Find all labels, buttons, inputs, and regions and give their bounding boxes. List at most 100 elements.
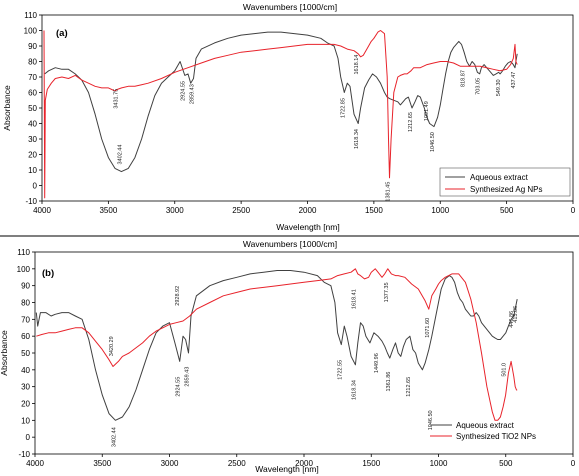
panel-a-xlabel: Wavelength [nm]	[276, 222, 339, 232]
peak-annotation: 1449.96	[374, 353, 380, 373]
y-tick-label: 10	[28, 166, 37, 175]
series-line-aqueous-extract	[44, 31, 518, 173]
panel-b-legend-nps: Synthesized TiO2 NPs	[456, 432, 536, 441]
panel-b-series	[35, 268, 518, 421]
y-tick-label: 40	[28, 120, 37, 129]
x-tick-label: 2000	[295, 459, 313, 468]
peak-annotation: 3431.75	[113, 89, 119, 109]
y-tick-label: 0	[33, 182, 38, 191]
x-tick-label: 0	[571, 206, 576, 215]
series-line-synthesized-nps	[36, 268, 518, 421]
panel-a-series	[43, 30, 518, 199]
peak-annotation: 437.47	[511, 72, 517, 89]
peak-annotation: 1722.85	[340, 98, 346, 118]
panel-a-top-title: Wavenumbers [1000/cm]	[243, 2, 337, 12]
panel-b-legend-extract: Aqueous extract	[456, 421, 515, 430]
peak-annotation: 3402.44	[111, 427, 117, 447]
x-tick-label: 4000	[26, 459, 44, 468]
peak-annotation: 2924.55	[176, 377, 182, 397]
peak-annotation: 1091.49	[424, 101, 430, 121]
panel-b-ylabel: Absorbance	[0, 330, 9, 376]
y-tick-label: 80	[28, 58, 37, 67]
peak-annotation: 1618.34	[354, 129, 360, 149]
x-tick-label: 2500	[232, 206, 250, 215]
y-tick-label: 100	[17, 265, 31, 274]
peak-annotation: 1618.14	[354, 55, 360, 75]
peak-annotation: 1212.65	[408, 112, 414, 132]
peak-annotation: 2859.43	[184, 367, 190, 387]
peak-annotation: 3420.29	[109, 336, 115, 356]
panel-a-legend-extract: Aqueous extract	[470, 173, 529, 182]
y-tick-label: 0	[26, 433, 31, 442]
peak-annotation: 501.0	[502, 363, 508, 377]
x-tick-label: 1000	[430, 459, 448, 468]
y-tick-label: 20	[28, 151, 37, 160]
peak-annotation: 1046.50	[428, 410, 434, 430]
x-tick-label: 2000	[299, 206, 317, 215]
panel-b-top-title: Wavenumbers [1000/cm]	[243, 239, 337, 249]
peak-annotation: 1071.60	[425, 318, 431, 338]
panel-a-legend-nps: Synthesized Ag NPs	[470, 185, 542, 194]
y-tick-label: 60	[28, 89, 37, 98]
x-tick-label: 500	[500, 206, 514, 215]
y-tick-label: -10	[18, 450, 30, 459]
peak-annotation: 1618.41	[351, 289, 357, 309]
y-tick-label: 40	[21, 366, 30, 375]
y-tick-label: 70	[21, 315, 30, 324]
peak-annotation: 1361.86	[386, 372, 392, 392]
panel-a: Wavenumbers [1000/cm] 4000 3500 3000 2500 20…	[2, 2, 576, 232]
x-tick-label: 0	[571, 459, 576, 468]
panel-a-annotations: 3402.44 3431.75 2924.55 2859.43 1722.85 1618.…	[113, 55, 517, 202]
panel-a-label: (a)	[56, 28, 68, 39]
x-tick-label: 4000	[33, 206, 51, 215]
x-tick-label: 1000	[431, 206, 449, 215]
x-tick-label: 1500	[365, 206, 383, 215]
peak-annotation: 1381.45	[386, 182, 392, 202]
panel-b-legend: Aqueous extract Synthesized TiO2 NPs	[430, 421, 536, 441]
x-tick-label: 3000	[166, 206, 184, 215]
panel-b-ticks: 4000 3500 3000 2500 2000 1500 1000 500 0 -10 0 10 20…	[17, 248, 576, 468]
x-tick-label: 2500	[228, 459, 246, 468]
x-tick-label: 1500	[362, 459, 380, 468]
y-tick-label: 110	[24, 11, 37, 20]
y-tick-label: 110	[17, 248, 30, 257]
peak-annotation: 2924.55	[181, 81, 187, 101]
panel-a-ylabel: Absorbance	[2, 85, 12, 131]
y-tick-label: 90	[28, 42, 37, 51]
peak-annotation: 1618.34	[351, 380, 357, 400]
peak-annotation: 2928.92	[175, 286, 181, 306]
y-tick-label: 50	[21, 349, 30, 358]
y-tick-label: 70	[28, 73, 37, 82]
series-line-aqueous-extract	[35, 270, 518, 421]
x-tick-label: 3500	[93, 459, 111, 468]
peak-annotation: 549.30	[496, 79, 502, 96]
peak-annotation: 1212.65	[406, 377, 412, 397]
peak-annotation: 703.05	[476, 78, 482, 95]
y-tick-label: 30	[21, 383, 30, 392]
panel-b-xlabel: Wavelength [nm]	[255, 464, 318, 474]
x-tick-label: 3500	[99, 206, 117, 215]
peak-annotation: 2859.43	[189, 84, 195, 104]
series-line-synthesized-nps	[43, 30, 518, 199]
y-tick-label: 90	[21, 282, 30, 291]
peak-annotation: 446.86	[509, 311, 515, 328]
peak-annotation: 1722.55	[337, 360, 343, 380]
y-tick-label: 10	[21, 416, 30, 425]
panel-b: Wavenumbers [1000/cm] 4000 3500 3000 2500 20…	[0, 239, 576, 474]
y-tick-label: 30	[28, 135, 37, 144]
panel-b-label: (b)	[42, 268, 54, 279]
peak-annotation: 415.06	[513, 306, 519, 323]
y-tick-label: 20	[21, 400, 30, 409]
panel-a-ticks: 4000 3500 3000 2500 2000 1500 1000 500 0 -10 0 10 20…	[24, 11, 576, 215]
peak-annotation: 1377.35	[384, 282, 390, 302]
y-tick-label: 60	[21, 332, 30, 341]
y-tick-label: -10	[25, 197, 37, 206]
x-tick-label: 500	[499, 459, 513, 468]
y-tick-label: 100	[24, 27, 38, 36]
y-tick-label: 80	[21, 299, 30, 308]
panel-a-legend-box	[439, 167, 571, 197]
x-tick-label: 3000	[161, 459, 179, 468]
peak-annotation: 818.87	[460, 70, 466, 87]
